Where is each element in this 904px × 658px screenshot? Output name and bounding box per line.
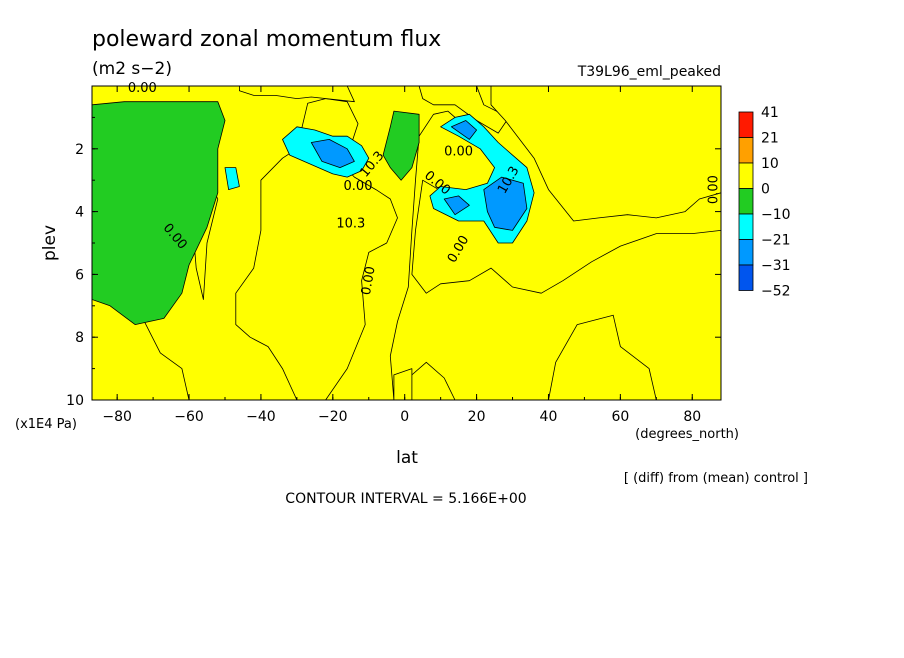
- x-tick-label-6: 40: [540, 409, 558, 425]
- x-tick-label-1: −60: [174, 409, 204, 425]
- legend-label-7: −52: [761, 284, 791, 300]
- contour-region-m31tom21-2: [483, 176, 528, 231]
- y-tick-label-2: 6: [75, 267, 84, 283]
- legend-swatch-3: [738, 188, 754, 215]
- contour-region-m10to0-1: [382, 110, 420, 181]
- y-axis-label: plev: [40, 225, 60, 261]
- contour-label-10: 0.00: [706, 175, 721, 204]
- x-tick-label-3: −20: [318, 409, 348, 425]
- chart-units: (m2 s−2): [92, 59, 172, 79]
- contour-label-2: 10.3: [336, 217, 365, 232]
- legend-label-0: 41: [761, 105, 779, 121]
- contour-interval: CONTOUR INTERVAL = 5.166E+00: [285, 491, 526, 507]
- color-legend: 41 21 10 0 −10 −21 −31 −52: [738, 105, 791, 300]
- x-axis-label: lat: [396, 448, 418, 468]
- contour-label-1: 0.00: [344, 179, 373, 194]
- contour-region-m31tom21-1: [450, 120, 478, 140]
- y-tick-label-4: 10: [66, 393, 84, 409]
- x-tick-label-8: 80: [683, 409, 701, 425]
- legend-swatch-2: [738, 162, 754, 189]
- contour-region-10to21-0: [235, 98, 398, 400]
- legend-label-1: 21: [761, 131, 779, 147]
- legend-label-2: 10: [761, 156, 779, 172]
- x-tick-label-5: 20: [468, 409, 486, 425]
- y-tick-label-0: 2: [75, 142, 84, 158]
- legend-label-5: −21: [761, 233, 791, 249]
- y-axis-units: (x1E4 Pa): [15, 417, 77, 432]
- experiment-label: T39L96_eml_peaked: [577, 64, 721, 80]
- contour-region-m21tom10-2: [224, 167, 240, 191]
- contour-label-7: 0.00: [444, 144, 473, 159]
- contour-region-m10to0-0: [92, 101, 226, 326]
- legend-label-6: −31: [761, 258, 791, 274]
- legend-swatch-6: [738, 264, 754, 291]
- legend-swatch-1: [738, 137, 754, 164]
- contour-region-10to21-10: [393, 368, 413, 400]
- chart-title: poleward zonal momentum flux: [92, 27, 441, 52]
- legend-label-3: 0: [761, 182, 770, 198]
- contour-label-0: 0.00: [128, 81, 157, 96]
- filled-contours: [92, 86, 721, 400]
- x-axis-ticks: −80 −60 −40 −20 0 20 40 60 80: [102, 86, 701, 425]
- y-axis-ticks: 2 4 6 8 10: [66, 116, 721, 409]
- x-tick-label-4: 0: [400, 409, 409, 425]
- comparison-note: [ (diff) from (mean) control ]: [624, 471, 808, 486]
- contour-region-10to21-1: [238, 86, 355, 103]
- contour-region-10to21-2: [418, 86, 510, 134]
- contour-region-m31tom21-0: [310, 138, 355, 169]
- contour-label-4: 0.00: [359, 265, 379, 296]
- y-tick-label-3: 8: [75, 330, 84, 346]
- x-tick-label-2: −40: [246, 409, 276, 425]
- legend-swatch-5: [738, 239, 754, 266]
- legend-swatch-0: [738, 111, 754, 138]
- legend-swatch-4: [738, 213, 754, 240]
- contour-region-m31tom21-3: [443, 195, 470, 216]
- contour-region-10to21-4: [490, 86, 721, 222]
- x-tick-label-0: −80: [102, 409, 132, 425]
- x-axis-units: (degrees_north): [635, 427, 739, 442]
- legend-label-4: −10: [761, 207, 791, 223]
- y-tick-label-1: 4: [75, 205, 84, 221]
- x-tick-label-7: 60: [611, 409, 629, 425]
